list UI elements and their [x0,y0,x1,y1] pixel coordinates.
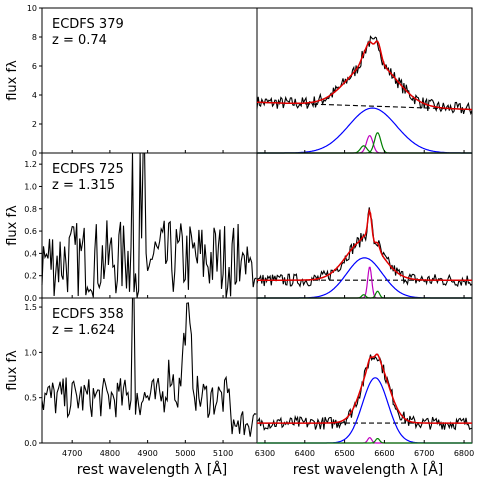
x-tick-label: 6700 [414,449,434,458]
y-tick-label: 1.0 [24,348,37,357]
y-tick-label: 1.0 [24,182,37,191]
y-tick-label: 0.0 [24,439,37,448]
y-tick-label: 0.5 [24,394,37,403]
object-name: ECDFS 379 [52,17,124,32]
right-spectrum-line [256,35,473,116]
x-axis-label-right: rest wavelength λ [Å] [293,461,444,478]
x-tick-label: 6400 [295,449,315,458]
y-tick-label: 1.5 [24,303,37,312]
right-frame [256,7,473,154]
x-tick-label: 5000 [175,449,195,458]
gaussian-component [257,438,472,444]
y-tick-label: 8 [32,33,37,42]
right-spectrum-line [256,354,473,431]
redshift-label: z = 1.624 [52,323,115,338]
model-fit-line [256,40,472,111]
x-tick-label: 4900 [137,449,157,458]
gaussian-component [257,377,472,444]
object-name: ECDFS 725 [52,162,124,177]
y-tick-label: 0 [32,149,37,158]
y-tick-label: 6 [32,62,37,71]
right-spectrum-line [256,207,473,288]
object-name: ECDFS 358 [52,307,124,322]
gaussian-component [257,266,472,299]
left-spectrum-line [41,152,257,298]
x-tick-label: 4800 [100,449,120,458]
y-axis-label: flux fλ [5,350,20,391]
redshift-label: z = 0.74 [52,33,107,48]
x-axis-label-left: rest wavelength λ [Å] [77,461,228,478]
y-tick-label: 0.6 [24,227,37,236]
y-tick-label: 4 [32,91,37,100]
gaussian-component [257,437,472,444]
y-tick-label: 10 [27,4,37,13]
y-tick-label: 0.2 [24,272,37,281]
x-tick-label: 4700 [62,449,82,458]
y-axis-label: flux fλ [5,205,20,246]
figure-labels: rest wavelength λ [Å] rest wavelength λ … [77,461,444,478]
y-tick-label: 2 [32,120,37,129]
y-tick-label: 1.2 [24,160,37,169]
y-tick-label: 0.0 [24,294,37,303]
model-fit-line [257,208,472,281]
x-tick-label: 6300 [255,449,275,458]
gaussian-component [257,135,472,154]
x-tick-label: 6500 [334,449,354,458]
redshift-label: z = 1.315 [52,178,115,193]
x-tick-label: 6600 [374,449,394,458]
y-tick-label: 0.8 [24,205,37,214]
gaussian-component [257,132,472,154]
x-tick-label: 6800 [454,449,474,458]
left-spectrum-line [41,297,257,437]
model-fit-line [257,353,472,424]
y-tick-label: 0.4 [24,249,37,258]
x-tick-label: 5100 [213,449,233,458]
y-axis-label: flux fλ [5,60,20,101]
